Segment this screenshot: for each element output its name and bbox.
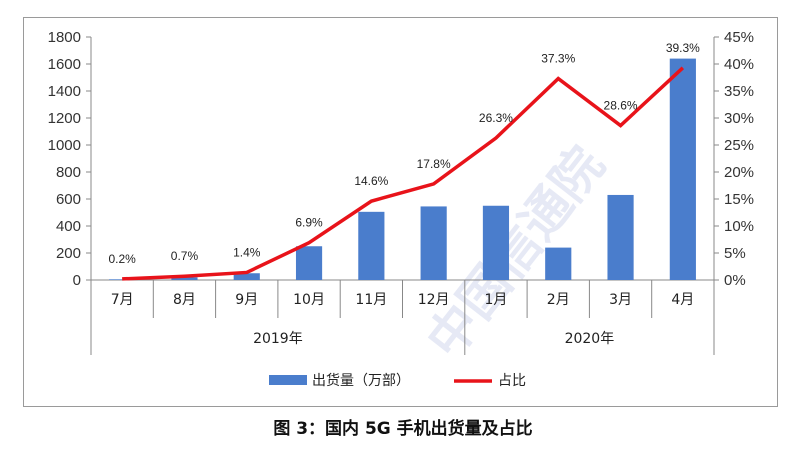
bar-series xyxy=(109,58,696,280)
share-data-label: 39.3% xyxy=(666,41,700,55)
bar-11月 xyxy=(358,211,385,280)
share-data-label: 28.6% xyxy=(604,99,638,113)
share-data-label: 37.3% xyxy=(541,52,575,66)
legend: 出货量（万部） 占比 xyxy=(269,372,526,389)
chart-frame: 中国信通院 0 200 400 600 800 1000 1200 1400 1600 1800 0… xyxy=(23,17,778,407)
share-data-label: 14.6% xyxy=(354,174,388,188)
x-tick-label: 11月 xyxy=(355,292,387,308)
data-labels: 0.2% 0.7% 1.4% 6.9% 14.6% 17.8% 26.3% 37.3% 28.6… xyxy=(108,41,700,266)
legend-bar-label: 出货量（万部） xyxy=(312,372,410,389)
y-right-tick-label: 35% xyxy=(724,83,754,100)
share-data-label: 0.7% xyxy=(171,249,199,263)
y-right-tick-label: 40% xyxy=(724,56,754,73)
y-right-tick-label: 5% xyxy=(724,245,746,262)
x-tick-label: 1月 xyxy=(484,292,507,308)
y-left-tick-label: 0 xyxy=(73,272,81,289)
y-left-tick-label: 1600 xyxy=(48,56,81,73)
share-data-label: 26.3% xyxy=(479,111,513,125)
x-tick-label: 7月 xyxy=(111,292,134,308)
y-right-tick-label: 10% xyxy=(724,218,754,235)
axes: 0 200 400 600 800 1000 1200 1400 1600 1800 0% 5% 10%… xyxy=(48,29,754,355)
x-tick-label: 2月 xyxy=(547,292,570,308)
share-data-label: 1.4% xyxy=(233,245,261,259)
year-group-label: 2019年 xyxy=(253,331,303,347)
y-left-tick-label: 1000 xyxy=(48,137,81,154)
x-tick-label: 8月 xyxy=(173,292,196,308)
bar-7月 xyxy=(109,279,136,280)
share-data-label: 0.2% xyxy=(108,252,136,266)
x-tick-label: 3月 xyxy=(609,292,632,308)
bar-12月 xyxy=(420,206,447,280)
y-left-tick-label: 200 xyxy=(56,245,81,262)
y-right-tick-label: 20% xyxy=(724,164,754,181)
figure-caption: 图 3：国内 5G 手机出货量及占比 xyxy=(273,419,533,439)
share-data-label: 17.8% xyxy=(417,157,451,171)
year-group-label: 2020年 xyxy=(565,331,615,347)
y-left-tick-label: 1400 xyxy=(48,83,81,100)
bar-4月 xyxy=(669,58,696,280)
bar-8月 xyxy=(171,277,198,280)
y-left-tick-label: 400 xyxy=(56,218,81,235)
x-tick-label: 4月 xyxy=(671,292,694,308)
bar-3月 xyxy=(607,194,634,280)
y-right-tick-label: 30% xyxy=(724,110,754,127)
bar-1月 xyxy=(482,205,510,280)
combo-chart: 中国信通院 0200400600800100012001400160018000… xyxy=(48,29,754,389)
y-right-tick-label: 25% xyxy=(724,137,754,154)
share-data-label: 6.9% xyxy=(295,216,323,230)
share-line xyxy=(122,66,685,281)
x-tick-label: 10月 xyxy=(293,292,325,308)
x-tick-label: 9月 xyxy=(235,292,258,308)
bar-9月 xyxy=(233,273,260,280)
y-left-tick-label: 1200 xyxy=(48,110,81,127)
y-left-tick-label: 800 xyxy=(56,164,81,181)
bar-2月 xyxy=(545,247,572,280)
y-left-tick-label: 600 xyxy=(56,191,81,208)
legend-bar-swatch xyxy=(269,375,307,385)
y-right-tick-label: 15% xyxy=(724,191,754,208)
y-left-tick-label: 1800 xyxy=(48,29,81,46)
line-series xyxy=(122,66,685,281)
x-tick-label: 12月 xyxy=(418,292,450,308)
y-right-tick-label: 0% xyxy=(724,272,746,289)
y-right-tick-label: 45% xyxy=(724,29,754,46)
bar-10月 xyxy=(295,246,323,280)
legend-line-label: 占比 xyxy=(498,373,526,389)
